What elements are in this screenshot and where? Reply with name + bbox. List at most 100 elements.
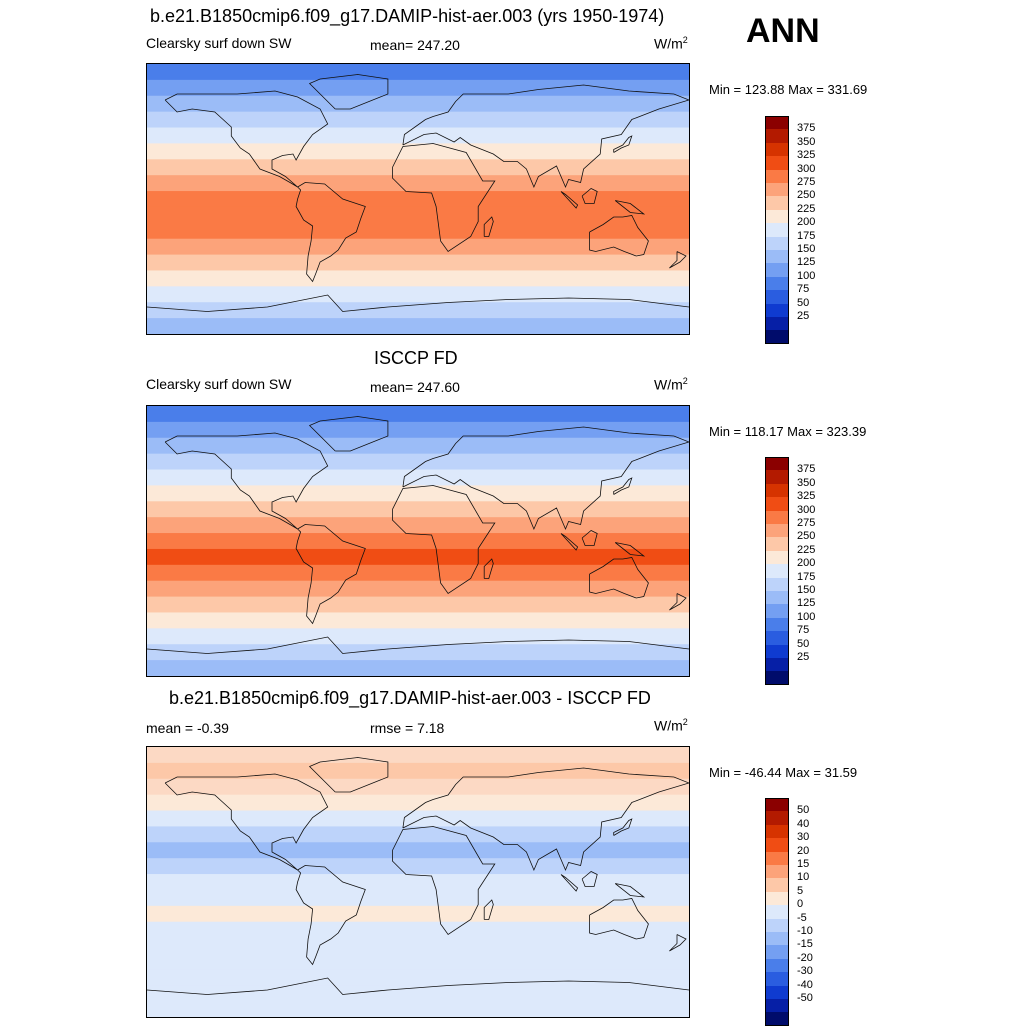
colorbar-swatch — [765, 276, 789, 291]
colorbar-swatch — [765, 223, 789, 238]
field-band — [147, 533, 689, 550]
colorbar-tick-label: 125 — [797, 597, 816, 610]
colorbar-swatch — [765, 958, 789, 973]
panel-2-left-label: Clearsky surf down SW — [146, 376, 292, 392]
colorbar-swatch — [765, 524, 789, 538]
colorbar-swatch — [765, 236, 789, 251]
field-band — [147, 937, 689, 955]
field-band — [147, 238, 689, 256]
colorbar-tick-label: 225 — [797, 543, 816, 556]
colorbar-tick-label: 275 — [797, 176, 816, 188]
coastline — [295, 865, 366, 966]
coastline — [581, 871, 598, 887]
coastline — [295, 524, 366, 625]
colorbar-swatch — [765, 330, 789, 345]
colorbar-swatch — [765, 196, 789, 211]
field-band — [147, 64, 689, 81]
panel-3-rmse: rmse = 7.18 — [370, 720, 445, 736]
field-band — [147, 437, 689, 455]
colorbar-swatch — [765, 811, 789, 826]
coastline — [164, 432, 329, 530]
colorbar-swatch — [765, 798, 789, 812]
colorbar-tick-label: 100 — [797, 269, 816, 282]
field-band — [147, 953, 689, 970]
colorbar-tick-label: 150 — [797, 243, 816, 255]
colorbar-swatch — [765, 209, 789, 224]
colorbar-tick-label: -10 — [797, 925, 813, 937]
colorbar-tick-label: 325 — [797, 490, 816, 503]
colorbar-swatch — [765, 483, 789, 498]
field-band — [147, 517, 689, 534]
field-band — [147, 1001, 689, 1017]
coastline — [483, 899, 494, 920]
coastline — [164, 773, 329, 871]
colorbar-tick-label: 40 — [797, 817, 810, 830]
colorbar-swatch — [765, 564, 789, 579]
coastline — [613, 818, 633, 836]
colorbar-tick-label: 15 — [797, 858, 810, 870]
panel-3-title: b.e21.B1850cmip6.f09_g17.DAMIP-hist-aer.… — [169, 688, 651, 708]
colorbar-tick-label: 350 — [797, 135, 816, 148]
panel-2-map — [146, 405, 690, 677]
colorbar-tick-label: 200 — [797, 216, 816, 229]
colorbar-tick-label: 20 — [797, 844, 810, 857]
colorbar-tick-label: 50 — [797, 637, 810, 650]
colorbar-swatch — [765, 945, 789, 960]
colorbar-swatch — [765, 169, 789, 184]
coastline — [391, 485, 496, 595]
field-band — [147, 826, 689, 843]
colorbar-tick-label: 375 — [797, 463, 816, 476]
field-band — [147, 985, 689, 1002]
field-band — [147, 794, 689, 812]
coastline — [581, 188, 598, 204]
colorbar-tick-label: 300 — [797, 162, 816, 175]
field-band — [147, 612, 689, 629]
field-band — [147, 111, 689, 129]
colorbar-tick-label: 350 — [797, 476, 816, 489]
field-band — [147, 628, 689, 645]
field-band — [147, 778, 689, 796]
coastline — [669, 593, 687, 611]
field-band — [147, 644, 689, 661]
colorbar-swatch — [765, 865, 789, 879]
panel-2-title: ISCCP FD — [374, 348, 458, 368]
field-band — [147, 191, 689, 208]
colorbar-tick-label: 75 — [797, 283, 810, 296]
colorbar-frame — [765, 798, 789, 1026]
colorbar-swatch — [765, 457, 789, 471]
field-band — [147, 159, 689, 176]
panel-1-mean: mean= 247.20 — [370, 37, 460, 53]
panel-1-title: b.e21.B1850cmip6.f09_g17.DAMIP-hist-aer.… — [150, 6, 665, 26]
colorbar-tick-label: 275 — [797, 517, 816, 529]
colorbar-tick-label: 250 — [797, 189, 816, 202]
coastline — [589, 215, 649, 257]
coastline — [589, 898, 649, 940]
field-band — [147, 270, 689, 287]
colorbar-swatch — [765, 577, 789, 592]
colorbar-swatch — [765, 183, 789, 197]
panel-2-minmax: Min = 118.17 Max = 323.39 — [709, 424, 867, 439]
coastline — [402, 426, 689, 531]
field-band — [147, 421, 689, 439]
field-band — [147, 762, 689, 780]
colorbar-tick-label: 175 — [797, 570, 816, 583]
colorbar-swatch — [765, 918, 789, 933]
colorbar-tick-label: 25 — [797, 310, 810, 322]
coastline — [308, 757, 389, 793]
season-label: ANN — [746, 12, 820, 50]
colorbar-swatch — [765, 999, 789, 1013]
coastline — [308, 416, 389, 452]
colorbar-swatch — [765, 985, 789, 1000]
colorbar-swatch — [765, 142, 789, 157]
coastline — [589, 557, 649, 599]
coastline — [164, 90, 329, 188]
colorbar-swatch — [765, 317, 789, 331]
field-band — [147, 747, 689, 764]
panel-2-mean: mean= 247.60 — [370, 379, 460, 395]
colorbar-frame — [765, 116, 789, 344]
colorbar-tick-label: 300 — [797, 503, 816, 516]
panel-1-map-svg — [147, 64, 689, 334]
coastline — [295, 182, 366, 283]
colorbar-swatch — [765, 972, 789, 987]
colorbar-tick-label: -30 — [797, 965, 813, 978]
